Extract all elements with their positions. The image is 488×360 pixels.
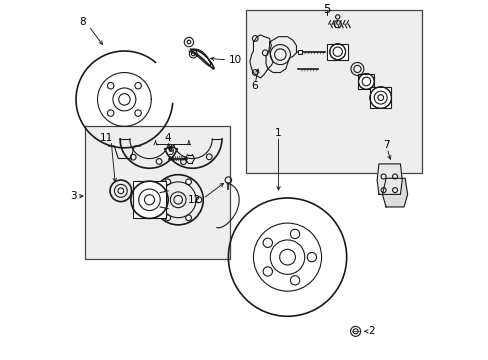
- Text: 5: 5: [323, 3, 330, 15]
- Bar: [369, 87, 391, 108]
- Text: 7: 7: [383, 140, 389, 150]
- Text: 2: 2: [367, 327, 374, 336]
- Text: 8: 8: [79, 17, 85, 27]
- Bar: [246, 10, 421, 173]
- Polygon shape: [382, 178, 407, 207]
- Text: 4: 4: [164, 133, 170, 143]
- Bar: [85, 126, 230, 259]
- Bar: [326, 44, 348, 60]
- Bar: [358, 73, 373, 89]
- Text: 10: 10: [228, 55, 242, 65]
- Text: 3: 3: [70, 191, 76, 201]
- Text: 1: 1: [275, 129, 281, 139]
- Text: 11: 11: [100, 133, 113, 143]
- Text: 9: 9: [167, 147, 174, 157]
- Polygon shape: [376, 164, 402, 194]
- Text: 6: 6: [251, 81, 257, 91]
- Text: 12: 12: [187, 195, 201, 206]
- Bar: [298, 50, 301, 54]
- Bar: [133, 181, 165, 219]
